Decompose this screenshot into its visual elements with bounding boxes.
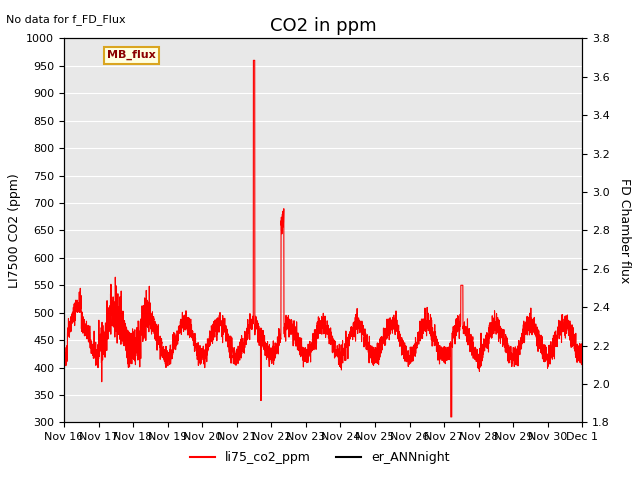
Title: CO2 in ppm: CO2 in ppm bbox=[270, 17, 376, 36]
Y-axis label: LI7500 CO2 (ppm): LI7500 CO2 (ppm) bbox=[8, 173, 20, 288]
Text: No data for f_FD_Flux: No data for f_FD_Flux bbox=[6, 14, 126, 25]
Legend: li75_co2_ppm, er_ANNnight: li75_co2_ppm, er_ANNnight bbox=[186, 446, 454, 469]
Text: MB_flux: MB_flux bbox=[107, 50, 156, 60]
Y-axis label: FD Chamber flux: FD Chamber flux bbox=[618, 178, 631, 283]
